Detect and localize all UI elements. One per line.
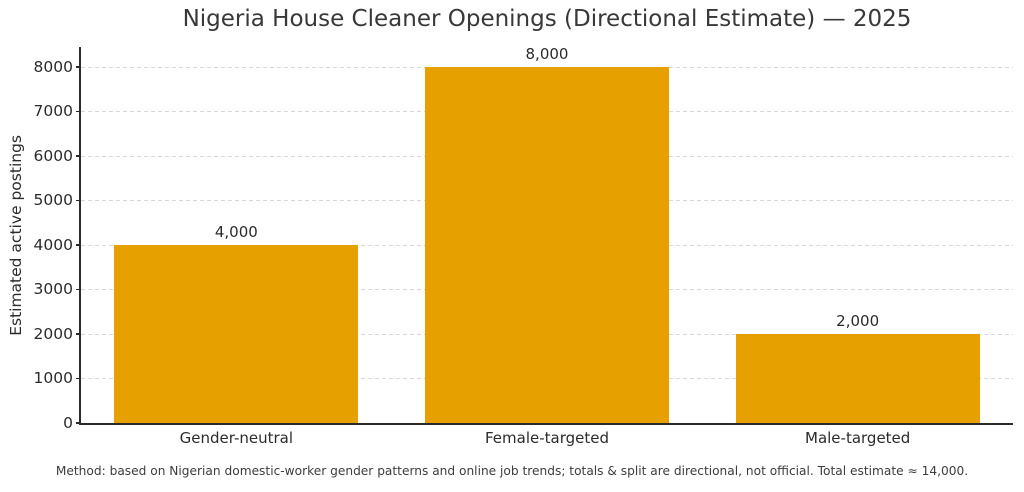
axis-spine-bottom xyxy=(79,422,1013,425)
y-tick-mark xyxy=(75,199,81,202)
y-tick-label: 5000 xyxy=(33,191,73,209)
y-tick-label: 2000 xyxy=(33,324,73,343)
chart-title: Nigeria House Cleaner Openings (Directio… xyxy=(182,6,912,32)
bar-value-label: 8,000 xyxy=(525,45,569,64)
x-tick-label: Female-targeted xyxy=(484,429,609,447)
bar xyxy=(735,334,980,423)
y-tick-label: 8000 xyxy=(33,57,73,76)
bar xyxy=(114,245,359,423)
y-tick-mark xyxy=(75,288,81,291)
bar-value-label: 2,000 xyxy=(836,312,880,330)
bar-value-label: 4,000 xyxy=(214,223,258,241)
y-tick-mark xyxy=(75,422,81,424)
x-tick-label: Male-targeted xyxy=(805,429,911,447)
y-tick-mark xyxy=(75,333,81,335)
x-tick-label: Gender-neutral xyxy=(179,429,294,447)
y-tick-label: 0 xyxy=(63,413,73,432)
axis-spine-left xyxy=(79,47,81,425)
y-tick-label: 1000 xyxy=(33,369,73,387)
y-tick-mark xyxy=(75,244,81,246)
method-footnote: Method: based on Nigerian domestic-worke… xyxy=(55,464,969,478)
y-axis-label: Estimated active postings xyxy=(7,134,25,336)
y-tick-label: 7000 xyxy=(33,102,73,121)
y-tick-mark xyxy=(75,110,81,113)
bar xyxy=(425,67,669,423)
y-tick-label: 4000 xyxy=(33,235,73,254)
y-tick-mark xyxy=(75,66,81,68)
y-tick-mark xyxy=(75,377,81,380)
y-tick-label: 3000 xyxy=(33,280,73,298)
y-tick-label: 6000 xyxy=(33,146,73,165)
y-tick-mark xyxy=(75,155,81,157)
